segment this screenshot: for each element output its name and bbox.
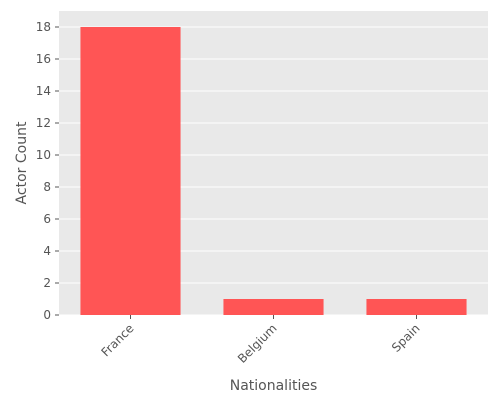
y-tick-label: 0 <box>43 308 51 322</box>
x-tick-label: Belgium <box>235 321 280 366</box>
y-tick-label: 2 <box>43 276 51 290</box>
y-tick-label: 8 <box>43 180 51 194</box>
bar-france <box>80 27 181 315</box>
y-tick-label: 16 <box>36 52 51 66</box>
bar-spain <box>366 299 467 315</box>
x-tick-label: Spain <box>389 321 423 355</box>
y-tick-label: 14 <box>36 84 51 98</box>
y-tick-label: 18 <box>36 20 51 34</box>
y-tick-label: 12 <box>36 116 51 130</box>
bar-belgium <box>223 299 324 315</box>
y-tick-label: 10 <box>36 148 51 162</box>
x-tick-label: France <box>99 321 137 359</box>
y-tick-label: 6 <box>43 212 51 226</box>
x-axis-label: Nationalities <box>230 378 318 394</box>
bars <box>80 27 467 315</box>
y-tick-label: 4 <box>43 244 51 258</box>
y-axis-label: Actor Count <box>14 121 30 204</box>
